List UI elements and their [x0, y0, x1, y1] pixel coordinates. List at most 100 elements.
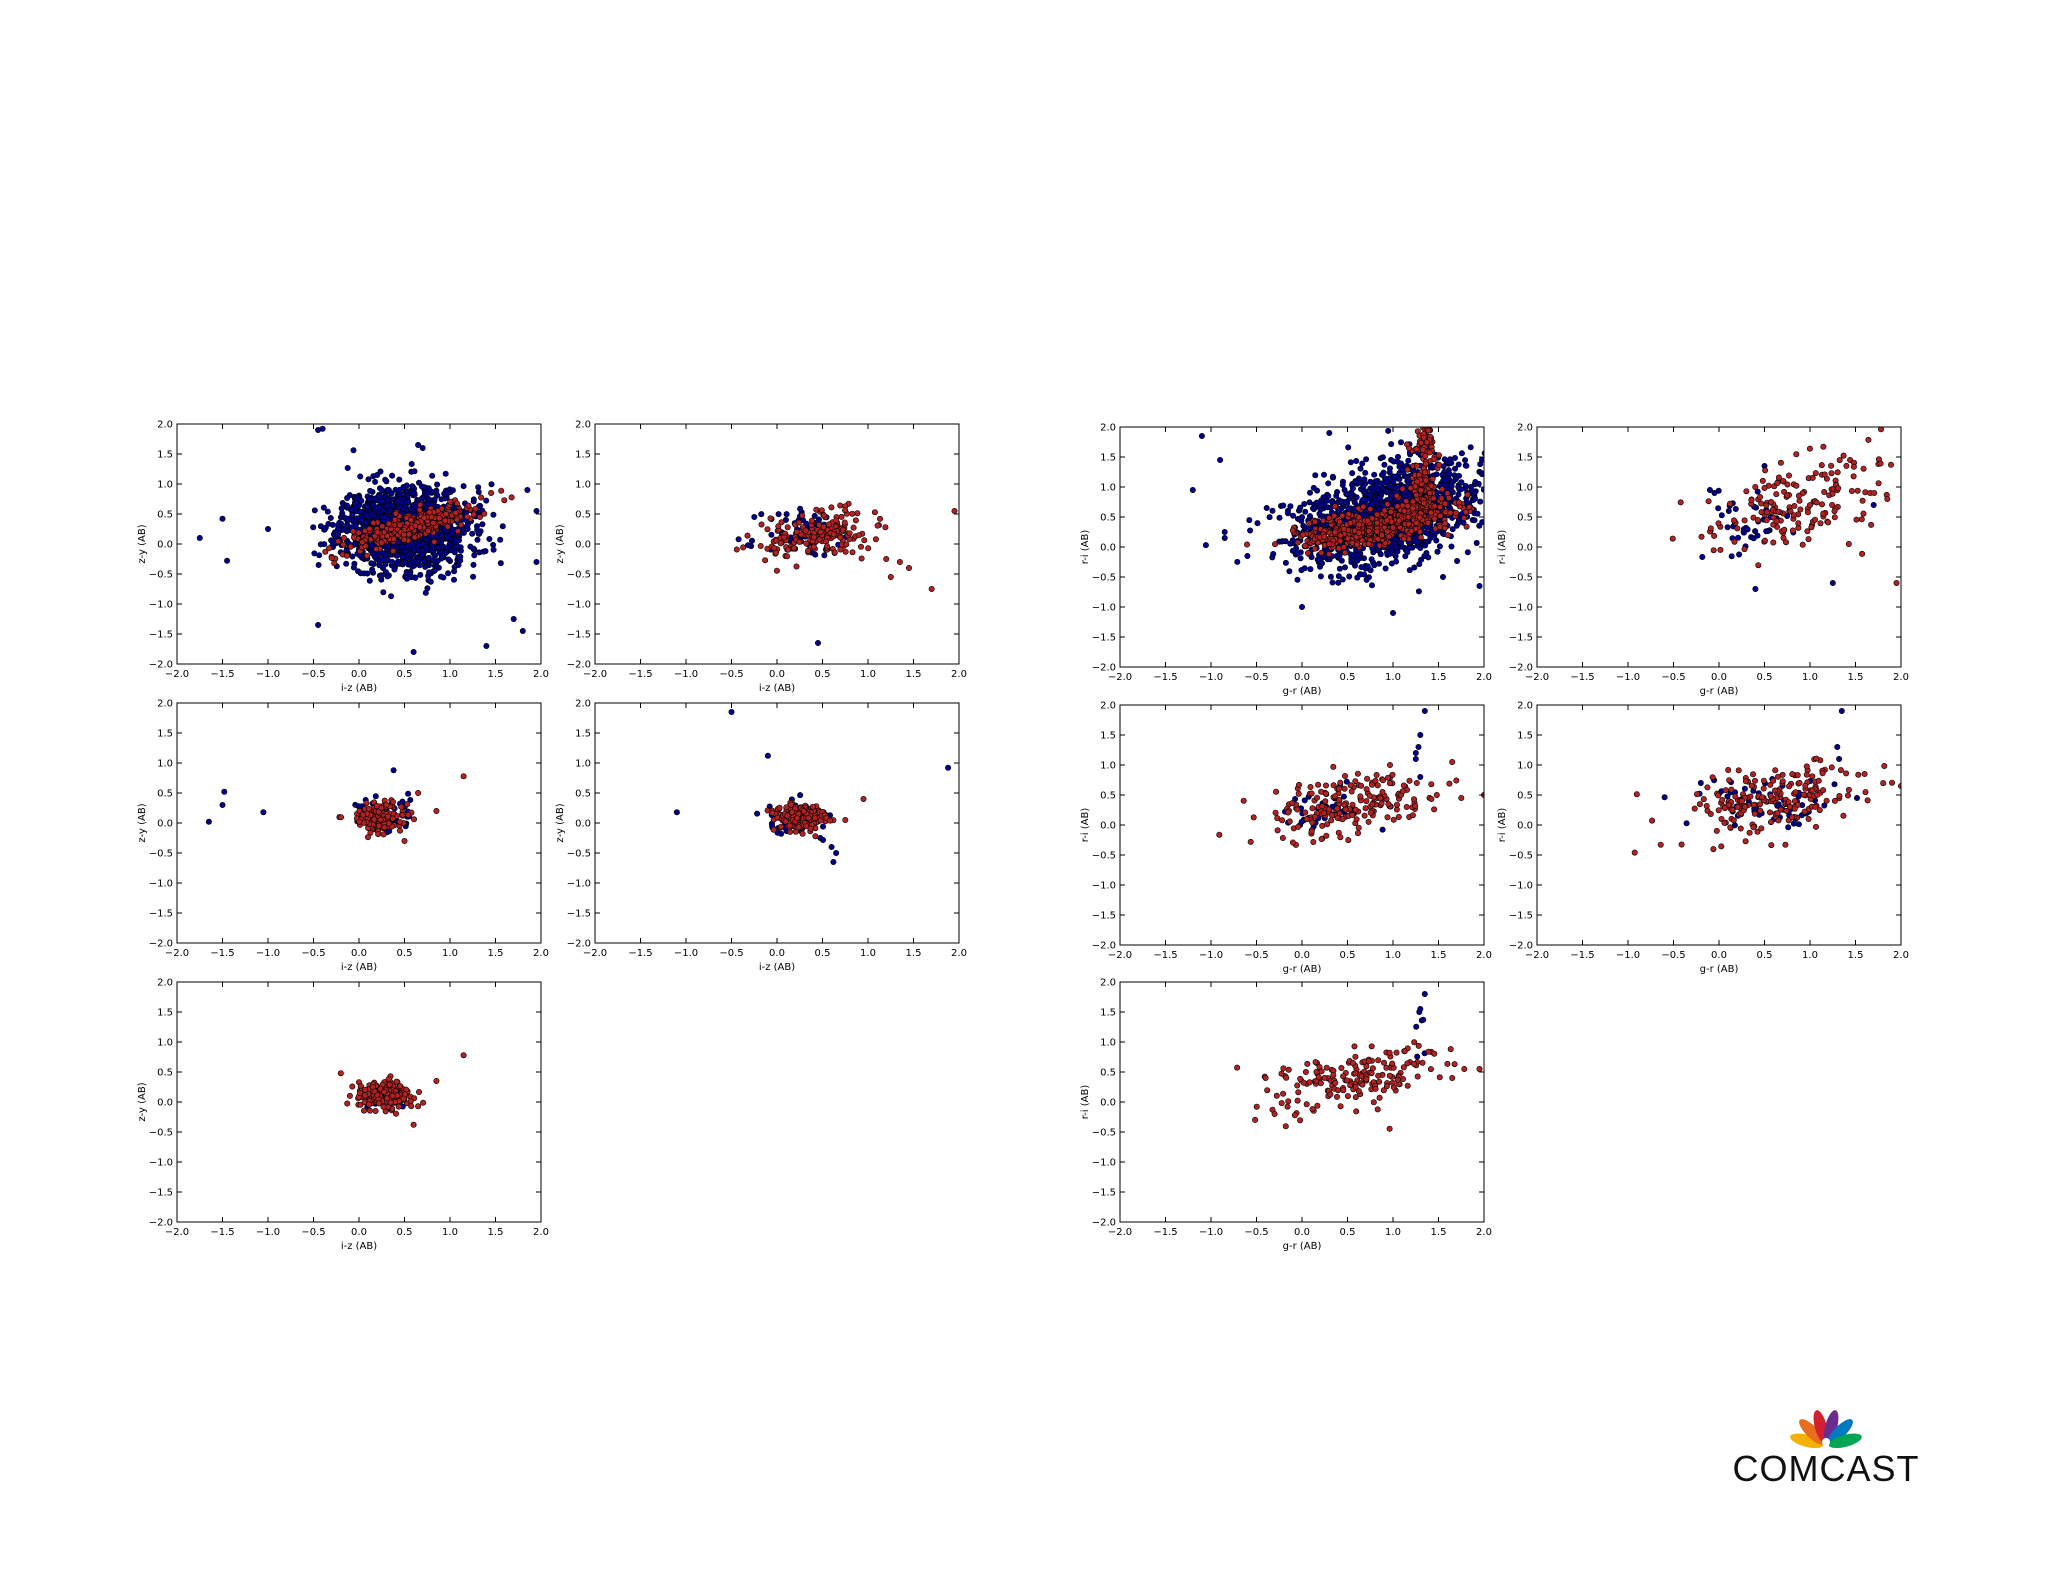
- point-blue: [1202, 542, 1209, 549]
- point-blue: [418, 551, 425, 558]
- point-red: [1394, 503, 1401, 510]
- y-tick-label: 2.0: [575, 420, 591, 431]
- point-red: [373, 802, 380, 809]
- point-red: [1365, 540, 1372, 547]
- point-blue: [1369, 501, 1376, 508]
- point-blue: [452, 543, 459, 550]
- point-blue: [357, 473, 364, 480]
- x-tick-label: 2.0: [951, 669, 967, 680]
- point-red: [415, 789, 422, 796]
- point-red: [861, 537, 868, 544]
- point-blue: [390, 767, 397, 774]
- point-blue: [1317, 556, 1324, 563]
- x-tick-label: −2.0: [583, 669, 607, 680]
- point-blue: [476, 549, 483, 556]
- point-blue: [1317, 563, 1324, 570]
- point-blue: [1299, 514, 1306, 521]
- point-blue: [1343, 490, 1350, 497]
- point-blue: [205, 818, 212, 825]
- point-red: [1344, 535, 1351, 542]
- point-red: [740, 544, 747, 551]
- scatter-panel-left-r2c1: −2.0 −1.5 −1.0 −0.5 0.0 0.5 1.0 1.5 2.02.01.51.0…: [137, 699, 549, 974]
- point-blue: [748, 537, 755, 544]
- point-blue: [410, 648, 417, 655]
- point-red: [375, 822, 382, 829]
- point-red: [837, 534, 844, 541]
- point-blue: [814, 639, 821, 646]
- y-axis-label: z-y (AB): [137, 524, 148, 563]
- point-blue: [1286, 568, 1293, 575]
- point-red: [431, 538, 438, 545]
- point-blue: [1282, 559, 1289, 566]
- point-blue: [1373, 482, 1380, 489]
- point-red: [415, 1103, 422, 1110]
- point-blue: [1381, 461, 1388, 468]
- point-blue: [407, 570, 414, 577]
- point-blue: [221, 788, 228, 795]
- point-red: [356, 818, 363, 825]
- point-blue: [1477, 461, 1484, 468]
- point-blue: [1462, 457, 1469, 464]
- point-blue: [425, 577, 432, 584]
- point-red: [1444, 532, 1451, 539]
- point-red: [408, 1103, 415, 1110]
- point-red: [1453, 509, 1460, 516]
- point-blue: [483, 642, 490, 649]
- y-tick-label: 1.5: [575, 729, 591, 740]
- point-red: [343, 552, 350, 559]
- x-tick-label: 0.5: [397, 669, 413, 680]
- point-red: [823, 538, 830, 545]
- point-blue: [417, 571, 424, 578]
- point-blue: [1490, 473, 1495, 478]
- point-blue: [1358, 564, 1365, 571]
- point-red: [433, 807, 440, 814]
- point-red: [430, 519, 437, 526]
- point-red: [1354, 541, 1361, 548]
- point-blue: [1390, 609, 1397, 616]
- point-blue: [1287, 503, 1294, 510]
- point-blue: [1405, 457, 1412, 464]
- point-red: [824, 543, 831, 550]
- x-tick-label: −1.0: [256, 669, 280, 680]
- point-red: [813, 506, 820, 513]
- point-red: [378, 539, 385, 546]
- point-red: [887, 573, 894, 580]
- point-blue: [319, 425, 326, 432]
- point-red: [392, 510, 399, 517]
- point-red: [1408, 527, 1415, 534]
- point-blue: [412, 574, 419, 581]
- point-blue: [490, 546, 497, 553]
- point-blue: [324, 508, 331, 515]
- point-red: [1379, 532, 1386, 539]
- point-blue: [1221, 534, 1228, 541]
- point-blue: [1361, 476, 1368, 483]
- point-red: [347, 543, 354, 550]
- point-blue: [327, 514, 334, 521]
- point-blue: [1329, 579, 1336, 586]
- point-red: [1404, 503, 1411, 510]
- x-tick-label: 0.5: [397, 948, 413, 959]
- point-red: [827, 817, 834, 824]
- point-red: [408, 516, 415, 523]
- point-blue: [1375, 494, 1382, 501]
- point-blue: [1363, 456, 1370, 463]
- x-tick-label: 2.0: [533, 948, 549, 959]
- point-red: [1299, 531, 1306, 538]
- point-blue: [1336, 551, 1343, 558]
- point-red: [436, 515, 443, 522]
- point-blue: [1472, 495, 1479, 502]
- point-red: [1321, 533, 1328, 540]
- point-blue: [1297, 555, 1304, 562]
- point-blue: [404, 543, 411, 550]
- x-tick-label: 0.5: [397, 1227, 413, 1238]
- point-blue: [376, 559, 383, 566]
- y-tick-label: 2.0: [575, 699, 591, 710]
- point-blue: [377, 468, 384, 475]
- point-red: [1244, 541, 1251, 548]
- point-blue: [524, 486, 531, 493]
- point-red: [1341, 525, 1348, 532]
- scatter-panel-left-r3c1: −2.0 −1.5 −1.0 −0.5 0.0 0.5 1.0 1.5 2.02.01.51.0…: [137, 978, 549, 1253]
- point-red: [1437, 512, 1444, 519]
- point-red: [1445, 494, 1452, 501]
- point-blue: [391, 566, 398, 573]
